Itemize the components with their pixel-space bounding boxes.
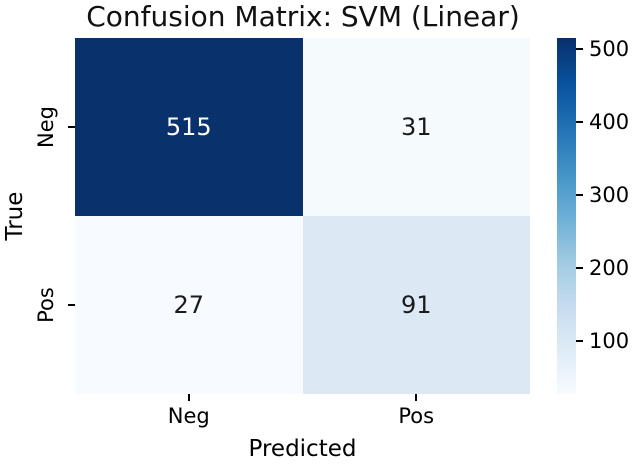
x-axis-label: Predicted	[248, 436, 357, 462]
colorbar-tick-label-500: 500	[589, 36, 630, 61]
heatmap-cell-pos-pos: 91	[302, 216, 530, 394]
colorbar-tick-mark	[576, 120, 583, 123]
y-tick-label-neg: Neg	[34, 106, 58, 148]
heatmap-cell-neg-neg: 515	[75, 38, 303, 216]
colorbar-tick-mark	[576, 339, 583, 342]
y-tick-label-pos: Pos	[34, 287, 58, 323]
heatmap-grid: 515 31 27 91	[75, 38, 530, 394]
colorbar	[557, 38, 576, 394]
colorbar-tick-label-300: 300	[589, 182, 630, 207]
colorbar-tick-mark	[576, 193, 583, 196]
x-tick-mark	[187, 394, 190, 401]
y-tick-mark	[68, 126, 75, 128]
heatmap-cell-pos-neg: 27	[75, 216, 303, 394]
x-tick-mark	[415, 394, 418, 401]
colorbar-tick-label-400: 400	[589, 109, 630, 134]
x-tick-label-pos: Pos	[398, 404, 435, 428]
colorbar-tick-mark	[576, 47, 583, 50]
colorbar-tick-mark	[576, 266, 583, 269]
x-tick-label-neg: Neg	[167, 404, 210, 428]
heatmap-cell-neg-pos: 31	[302, 38, 530, 216]
colorbar-tick-label-200: 200	[589, 255, 630, 280]
y-tick-mark	[68, 304, 75, 306]
cell-value: 515	[165, 113, 212, 141]
y-axis-label: True	[2, 191, 28, 241]
cell-value: 31	[400, 113, 432, 141]
cell-value: 27	[173, 291, 205, 319]
chart-title: Confusion Matrix: SVM (Linear)	[86, 0, 520, 33]
cell-value: 91	[400, 291, 432, 319]
colorbar-tick-label-100: 100	[589, 328, 630, 353]
